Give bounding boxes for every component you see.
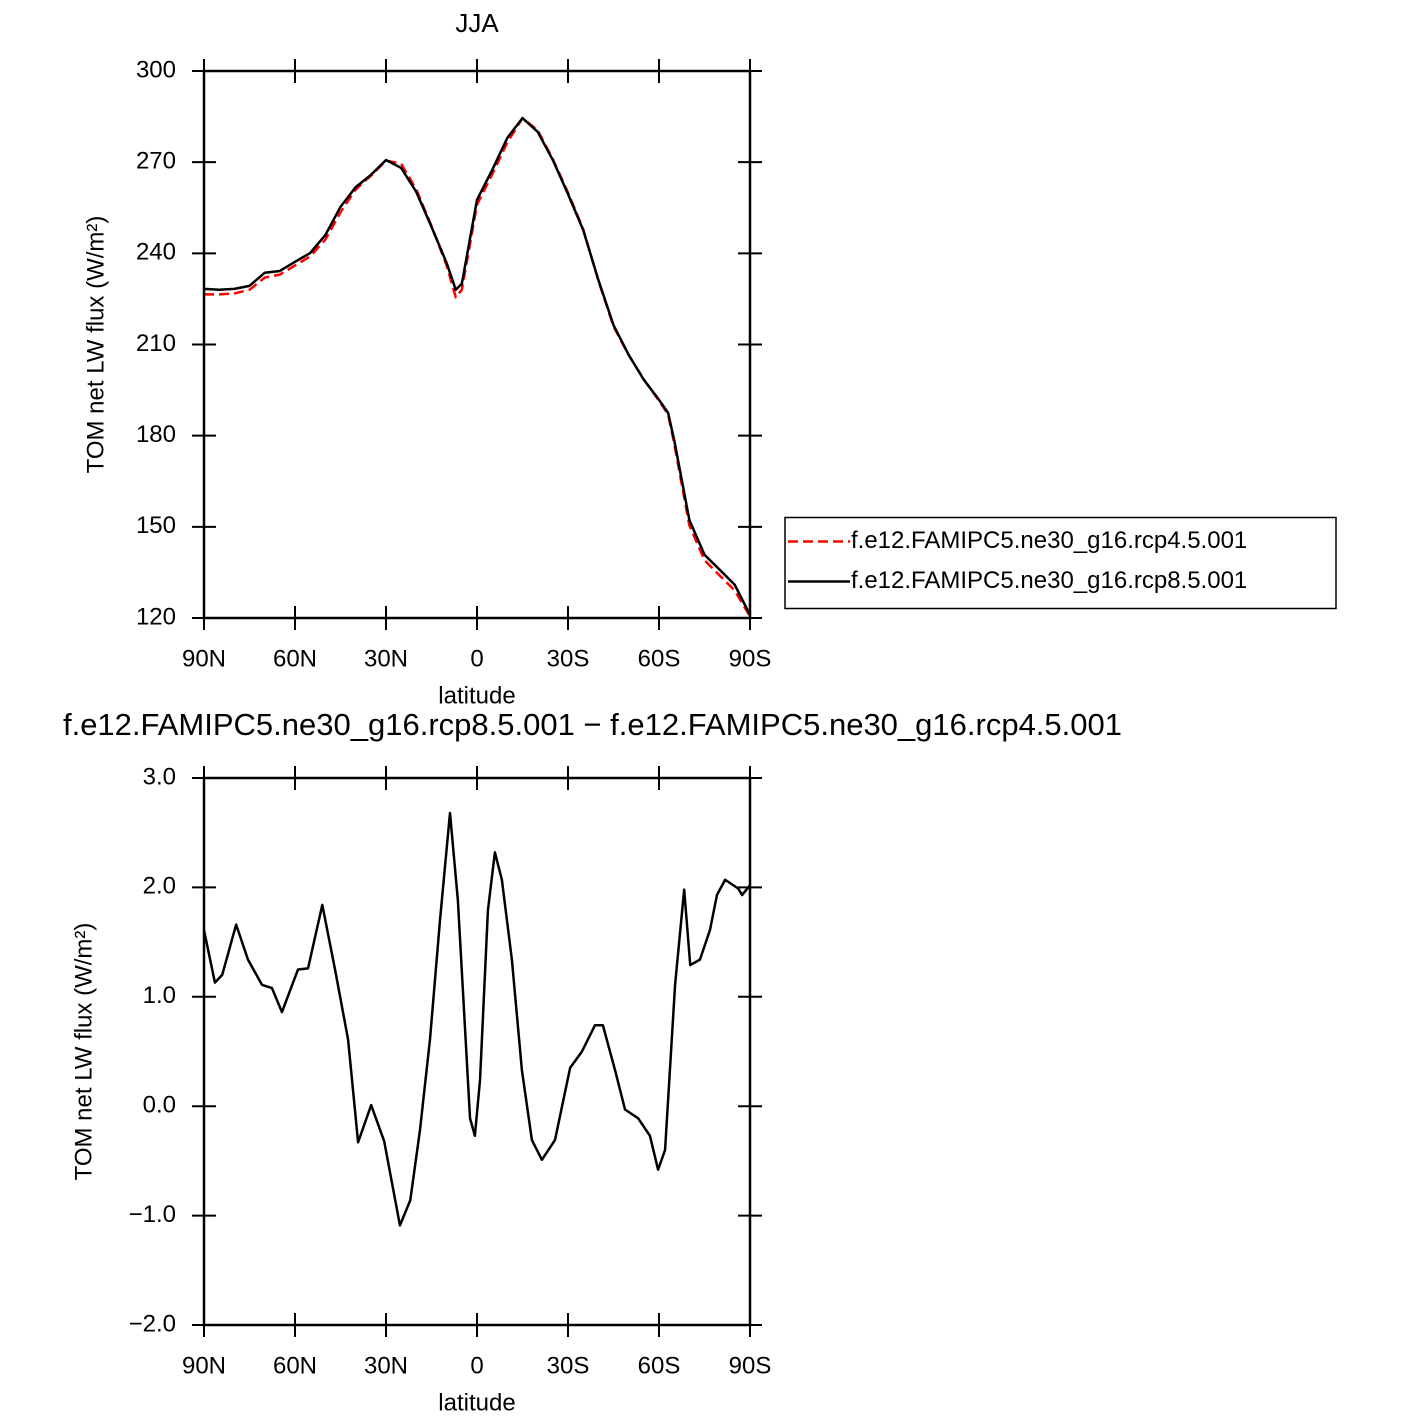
legend-label: f.e12.FAMIPC5.ne30_g16.rcp4.5.001 bbox=[851, 527, 1247, 554]
chart-title: f.e12.FAMIPC5.ne30_g16.rcp8.5.001 − f.e1… bbox=[63, 707, 1122, 742]
x-tick-label: 0 bbox=[470, 645, 483, 672]
y-tick-label: 270 bbox=[136, 148, 176, 175]
plot-frame bbox=[202, 776, 752, 1327]
series-line bbox=[202, 811, 751, 1227]
series-line bbox=[203, 116, 752, 616]
legend-label: f.e12.FAMIPC5.ne30_g16.rcp8.5.001 bbox=[851, 567, 1247, 594]
y-tick-label: 210 bbox=[136, 330, 176, 357]
legend: f.e12.FAMIPC5.ne30_g16.rcp4.5.001 f.e12.F… bbox=[784, 516, 1337, 610]
x-tick-label: 90N bbox=[182, 1352, 226, 1379]
y-tick-label: 240 bbox=[136, 239, 176, 266]
x-tick-label: 60S bbox=[638, 1352, 681, 1379]
y-tick-label: 300 bbox=[136, 56, 176, 83]
plot-frame bbox=[202, 69, 752, 620]
x-axis-label: latitude bbox=[438, 682, 515, 709]
x-tick-label: 30N bbox=[364, 645, 408, 672]
x-tick-label: 0 bbox=[470, 1352, 483, 1379]
y-tick-label: 150 bbox=[136, 512, 176, 539]
y-tick-label: −1.0 bbox=[129, 1201, 176, 1228]
y-tick-label: 1.0 bbox=[143, 982, 176, 1009]
chart-title: JJA bbox=[455, 8, 499, 38]
x-tick-label: 60S bbox=[638, 645, 681, 672]
series-line bbox=[204, 116, 752, 618]
x-tick-label: 30N bbox=[364, 1352, 408, 1379]
x-tick-label: 90S bbox=[729, 1352, 772, 1379]
y-axis-label: TOM net LW flux (W/m²) bbox=[82, 216, 109, 474]
x-tick-label: 90N bbox=[182, 645, 226, 672]
legend-box bbox=[784, 516, 1337, 610]
y-tick-label: −2.0 bbox=[129, 1310, 176, 1337]
x-axis-label: latitude bbox=[438, 1389, 515, 1416]
y-axis-label: TOM net LW flux (W/m²) bbox=[70, 923, 97, 1181]
y-tick-label: 2.0 bbox=[143, 873, 176, 900]
y-tick-label: 0.0 bbox=[143, 1092, 176, 1119]
x-tick-label: 60N bbox=[273, 1352, 317, 1379]
x-tick-label: 30S bbox=[547, 645, 590, 672]
x-tick-label: 60N bbox=[273, 645, 317, 672]
y-tick-label: 120 bbox=[136, 603, 176, 630]
x-tick-label: 90S bbox=[729, 645, 772, 672]
y-tick-label: 3.0 bbox=[143, 763, 176, 790]
y-tick-label: 180 bbox=[136, 421, 176, 448]
x-tick-label: 30S bbox=[547, 1352, 590, 1379]
